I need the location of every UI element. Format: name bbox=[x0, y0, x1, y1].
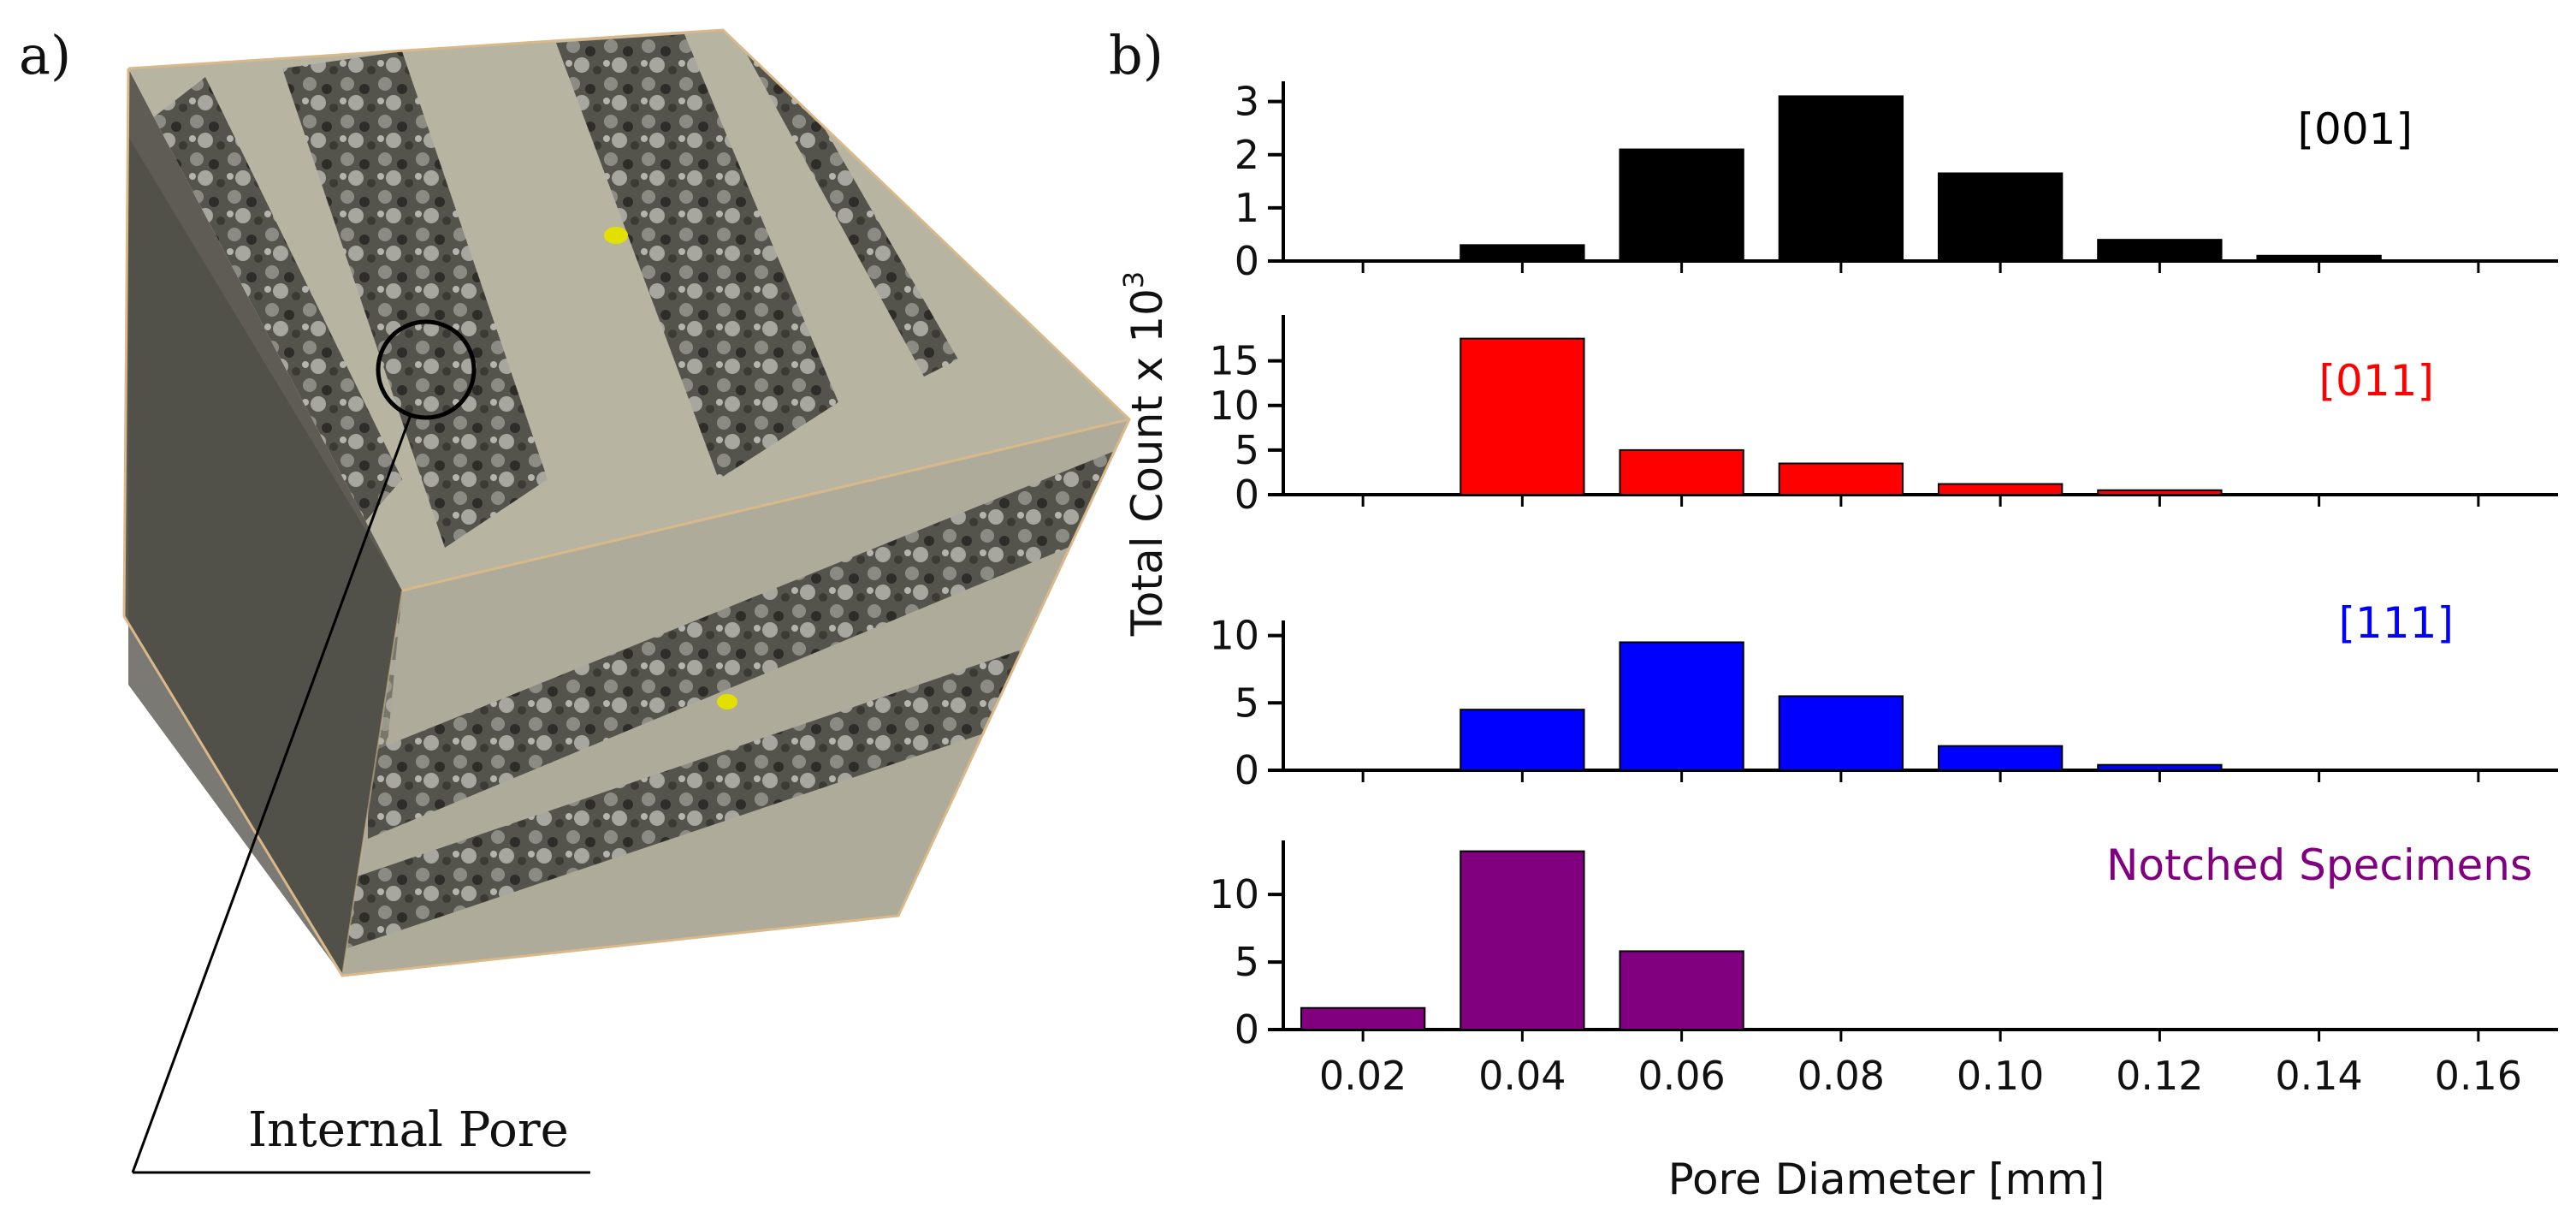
x-tick-label: 0.02 bbox=[1319, 1053, 1406, 1099]
bar bbox=[1937, 483, 2064, 496]
bar bbox=[1778, 695, 1904, 771]
series-label: [001] bbox=[2298, 104, 2413, 154]
bar bbox=[1937, 745, 2064, 772]
y-tick-label: 5 bbox=[1235, 939, 1259, 985]
y-tick-label: 0 bbox=[1235, 747, 1259, 793]
x-tick-label: 0.06 bbox=[1637, 1053, 1725, 1099]
yellow-pore-marker bbox=[604, 227, 628, 244]
y-tick-label: 0 bbox=[1235, 472, 1259, 518]
bar bbox=[1619, 148, 1744, 262]
y-axis-title: Total Count x 103 bbox=[1117, 271, 1172, 638]
bar bbox=[1778, 95, 1904, 262]
internal-pore-circle bbox=[376, 319, 477, 420]
x-tick-label: 0.10 bbox=[1957, 1053, 2044, 1099]
bar bbox=[2256, 254, 2382, 262]
series-label: [011] bbox=[2319, 356, 2434, 406]
x-tick-label: 0.16 bbox=[2435, 1053, 2522, 1099]
bar bbox=[2097, 239, 2223, 263]
bar bbox=[1460, 337, 1585, 496]
series-label: [111] bbox=[2339, 598, 2454, 648]
bar bbox=[1300, 1006, 1426, 1030]
y-tick-label: 5 bbox=[1235, 427, 1259, 473]
y-tick-label: 1 bbox=[1235, 185, 1259, 231]
bar bbox=[1460, 850, 1585, 1031]
cube-outline bbox=[122, 28, 1131, 977]
series-label: Notched Specimens bbox=[2106, 840, 2532, 890]
y-tick-label: 10 bbox=[1209, 871, 1259, 917]
bar bbox=[2097, 489, 2223, 496]
bar bbox=[1937, 172, 2064, 262]
cube-left-shade bbox=[128, 137, 402, 976]
x-tick-label: 0.04 bbox=[1478, 1053, 1566, 1099]
y-tick-label: 15 bbox=[1209, 338, 1259, 384]
bar bbox=[1460, 244, 1585, 263]
panel-a-label: a) bbox=[19, 24, 72, 86]
callout-line bbox=[131, 414, 412, 1173]
y-tick-label: 5 bbox=[1235, 680, 1259, 726]
ct-volume-image bbox=[122, 28, 1131, 1174]
y-tick-label: 3 bbox=[1235, 79, 1259, 125]
bar bbox=[1778, 462, 1904, 496]
bar bbox=[1619, 448, 1744, 496]
pore-bands-top bbox=[128, 34, 958, 548]
bar bbox=[2097, 763, 2223, 771]
yellow-pore-marker bbox=[717, 694, 737, 709]
pore-bands-front bbox=[342, 445, 1129, 950]
y-tick-label: 0 bbox=[1235, 238, 1259, 284]
x-tick-label: 0.14 bbox=[2275, 1053, 2362, 1099]
y-axis-title-superscript: 3 bbox=[1117, 271, 1150, 288]
x-tick-label: 0.12 bbox=[2116, 1053, 2203, 1099]
y-tick-label: 0 bbox=[1235, 1006, 1259, 1053]
bar bbox=[1460, 709, 1585, 772]
y-tick-label: 2 bbox=[1235, 132, 1259, 178]
bar bbox=[1619, 641, 1744, 771]
x-tick-label: 0.08 bbox=[1797, 1053, 1885, 1099]
x-axis-title: Pore Diameter [mm] bbox=[1668, 1155, 2105, 1204]
panel-b-label: b) bbox=[1109, 24, 1164, 86]
bar bbox=[1619, 950, 1744, 1031]
internal-pore-label: Internal Pore bbox=[248, 1102, 569, 1158]
y-tick-label: 10 bbox=[1209, 613, 1259, 659]
y-tick-label: 10 bbox=[1209, 383, 1259, 429]
